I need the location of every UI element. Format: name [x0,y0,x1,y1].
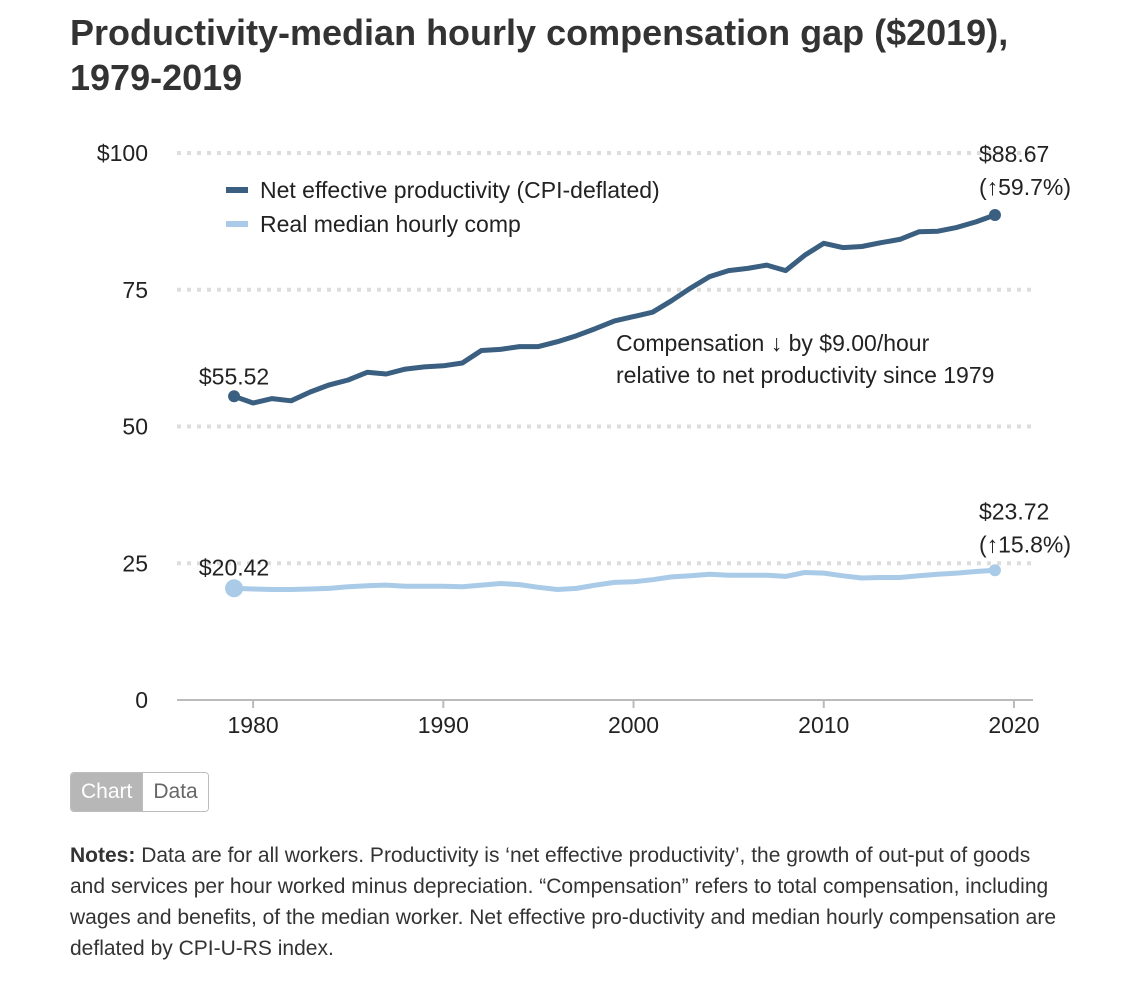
gap-annotation-line1: Compensation ↓ by $9.00/hour [616,330,930,356]
line-chart: 0 25 50 75 $100 1980 1990 2000 2010 2020 $55.52 $88… [97,140,1071,738]
x-tick-label: 1990 [418,712,469,738]
y-tick-label: $100 [97,140,148,166]
productivity-start-point [228,390,241,403]
compensation-end-label: $23.72 [979,498,1049,524]
productivity-end-change: (↑59.7%) [979,174,1071,200]
gap-annotation-line2: relative to net productivity since 1979 [616,362,994,388]
productivity-line [231,212,998,406]
notes-text: Data are for all workers. Productivity i… [70,844,1056,960]
compensation-start-label: $20.42 [199,554,269,580]
notes-label: Notes: [70,844,136,867]
x-tick-label: 2010 [798,712,849,738]
legend-label-compensation: Real median hourly comp [260,211,521,237]
chart-notes: Notes: Data are for all workers. Product… [70,840,1070,964]
productivity-end-label: $88.67 [979,141,1049,167]
y-tick-label: 50 [122,414,148,440]
compensation-end-point [988,564,1001,577]
compensation-end-change: (↑15.8%) [979,531,1071,557]
chart-view-button[interactable]: Chart [71,773,143,811]
legend-label-productivity: Net effective productivity (CPI-deflated… [260,177,660,203]
x-tick-label: 1980 [228,712,279,738]
x-tick-label: 2000 [608,712,659,738]
y-tick-label: 0 [135,687,148,713]
chart-title: Productivity-median hourly compensation … [70,12,1009,98]
y-tick-label: 75 [122,277,148,303]
compensation-start-point [225,579,244,598]
data-view-button[interactable]: Data [142,773,208,811]
productivity-end-point [988,208,1001,221]
x-tick-label: 2020 [988,712,1039,738]
productivity-start-label: $55.52 [199,363,269,389]
view-toggle: Chart Data [70,772,209,812]
y-tick-label: 25 [122,550,148,576]
compensation-line [231,567,998,592]
